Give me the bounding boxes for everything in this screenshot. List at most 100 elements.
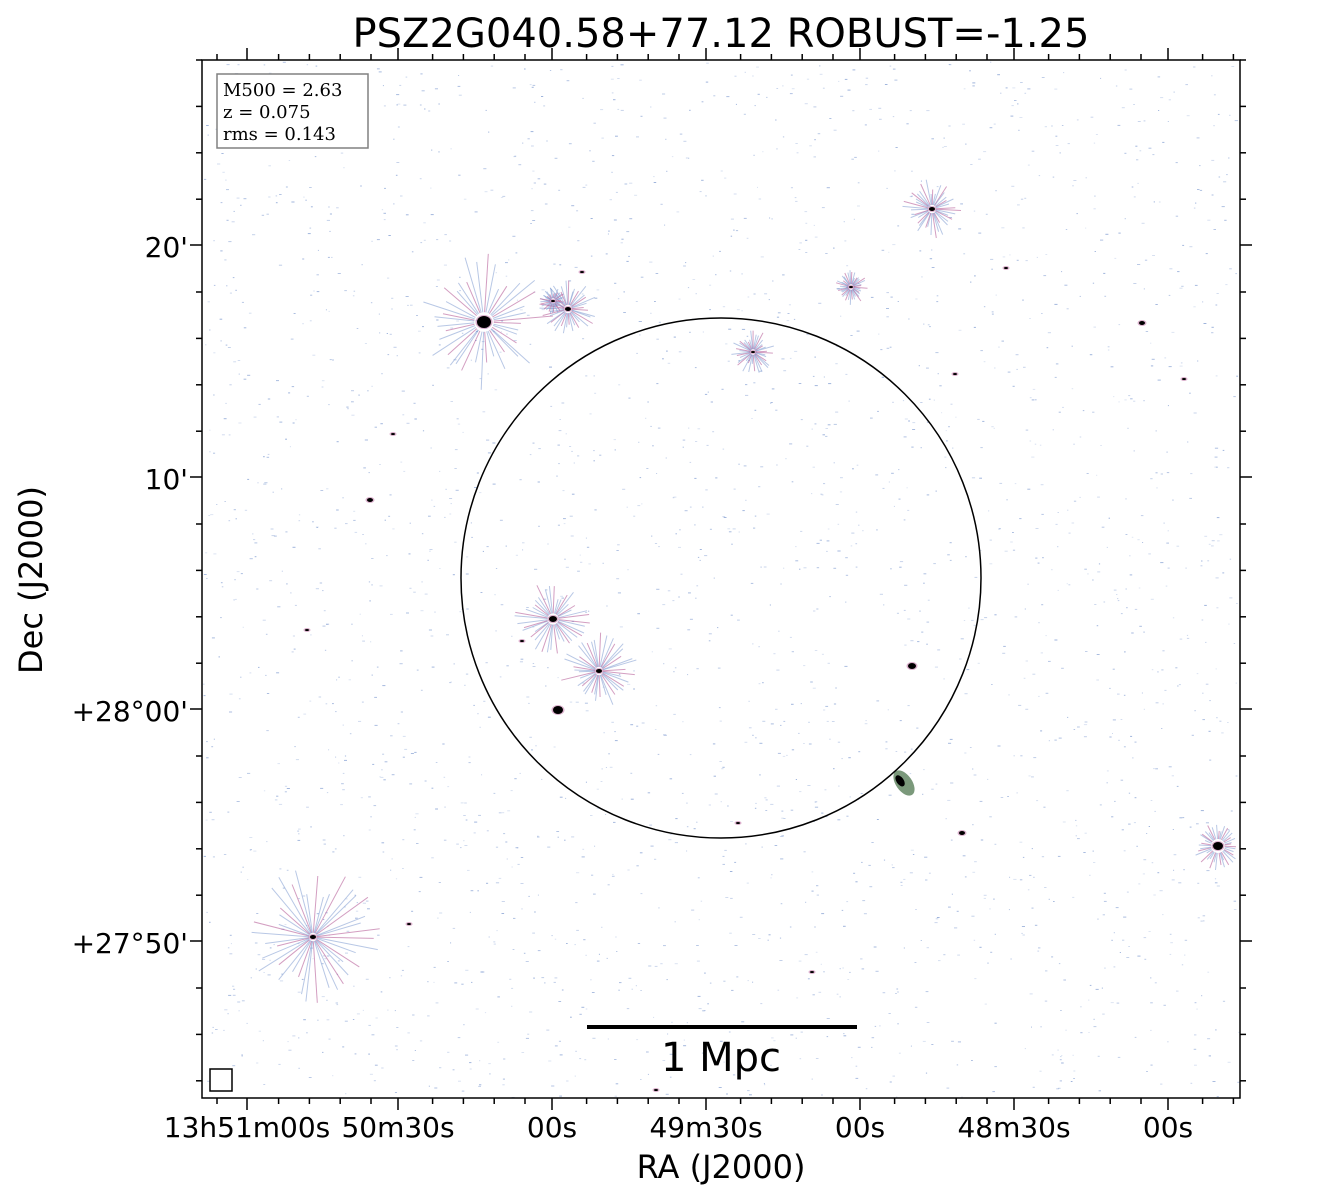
noise-speck [627,569,629,571]
noise-speck [1080,1032,1083,1034]
noise-speck [871,842,874,843]
noise-speck [351,390,354,392]
noise-speck [799,242,802,244]
noise-speck [656,473,658,474]
noise-speck [727,528,731,530]
noise-speck [653,176,655,178]
noise-speck [714,793,718,795]
noise-speck [310,206,313,208]
noise-speck [569,701,573,703]
noise-speck [606,605,608,607]
noise-speck [673,671,675,673]
noise-speck [1163,1004,1166,1006]
noise-speck [495,882,500,884]
noise-speck [356,328,359,329]
noise-speck [1123,694,1126,696]
noise-speck [958,329,962,331]
noise-speck [600,109,604,111]
noise-speck [862,530,864,532]
noise-speck [857,1046,861,1048]
noise-speck [384,187,386,189]
noise-speck [351,401,354,403]
noise-speck [907,618,911,620]
noise-speck [554,977,558,979]
noise-speck [991,313,994,315]
noise-speck [267,398,271,400]
noise-speck [990,258,994,260]
noise-speck [236,197,240,199]
noise-speck [911,446,914,448]
noise-speck [791,651,794,653]
noise-speck [1160,562,1164,564]
noise-speck [1153,894,1156,896]
noise-speck [624,183,628,185]
noise-speck [236,801,240,802]
noise-speck [726,96,730,98]
noise-speck [315,526,319,528]
noise-speck [443,264,447,266]
noise-speck [618,989,620,991]
noise-speck [923,573,927,575]
noise-speck [229,384,232,386]
noise-speck [836,345,838,347]
noise-speck [971,1060,973,1061]
noise-speck [813,156,816,158]
noise-speck [697,877,700,879]
chart-title: PSZ2G040.58+77.12 ROBUST=-1.25 [353,11,1090,57]
noise-speck [621,798,623,800]
noise-speck [263,1084,266,1085]
noise-speck [344,290,347,292]
noise-speck [1202,719,1205,721]
noise-speck [1071,345,1073,347]
noise-speck [663,945,666,947]
noise-speck [814,650,818,651]
noise-speck [390,735,393,737]
noise-speck [814,926,816,928]
noise-speck [912,429,916,430]
noise-speck [297,830,300,832]
noise-speck [582,338,585,340]
noise-speck [929,205,931,207]
noise-speck [826,720,829,722]
noise-speck [648,965,652,967]
noise-speck [532,932,535,934]
noise-speck [262,619,266,621]
noise-speck [814,385,818,387]
radio-source [906,662,918,670]
noise-speck [1111,816,1114,818]
noise-speck [399,84,402,86]
noise-speck [368,472,370,474]
noise-speck [1039,1070,1042,1072]
noise-speck [434,1087,438,1089]
noise-speck [306,1032,308,1034]
noise-speck [341,783,344,785]
noise-speck [831,721,835,722]
noise-speck [551,935,553,937]
noise-speck [203,574,207,575]
noise-speck [371,1034,375,1036]
noise-speck [948,742,952,744]
noise-speck [920,402,923,403]
noise-speck [1054,376,1057,378]
noise-speck [959,658,962,660]
noise-speck [939,385,942,387]
noise-speck [233,210,235,212]
noise-speck [1213,229,1216,230]
noise-speck [630,724,634,726]
noise-speck [1088,999,1090,1001]
noise-speck [609,199,612,201]
noise-speck [306,806,309,808]
noise-speck [315,588,319,590]
noise-speck [899,561,904,563]
noise-speck [889,1081,892,1083]
noise-speck [639,79,642,81]
noise-speck [1143,708,1145,710]
noise-speck [1221,206,1225,208]
noise-speck [606,957,608,959]
noise-speck [590,218,593,219]
noise-speck [1124,69,1127,71]
noise-speck [1189,246,1193,248]
noise-speck [601,137,604,139]
noise-speck [413,402,416,404]
noise-speck [709,528,712,530]
